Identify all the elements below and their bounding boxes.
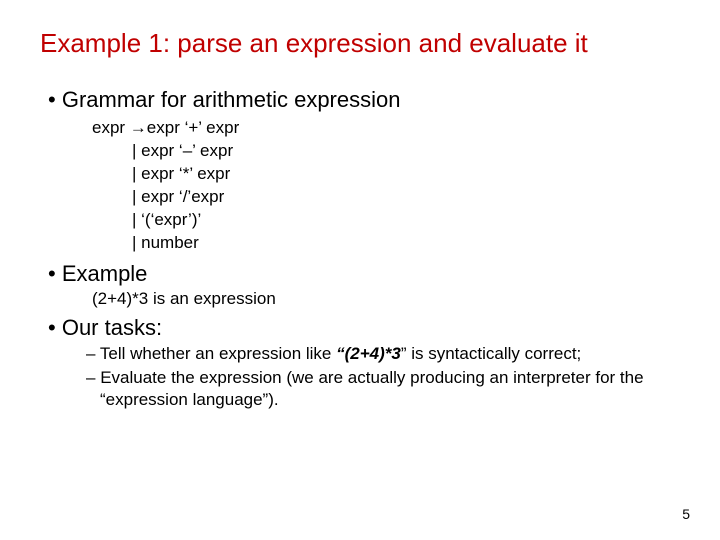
grammar-line-6: | number <box>132 232 680 255</box>
grammar-line-3: | expr ‘*’ expr <box>132 163 680 186</box>
grammar-line-4: | expr ‘/’expr <box>132 186 680 209</box>
task-1: Tell whether an expression like “(2+4)*3… <box>86 343 680 365</box>
task1-bold: “(2+4)*3 <box>336 344 401 363</box>
task-2: Evaluate the expression (we are actually… <box>86 367 680 411</box>
grammar-line-5: | ‘(‘expr’)’ <box>132 209 680 232</box>
example-text: (2+4)*3 is an expression <box>92 289 680 309</box>
task1-pre: Tell whether an expression like <box>100 344 336 363</box>
bullet-grammar: Grammar for arithmetic expression <box>48 87 680 113</box>
slide-title: Example 1: parse an expression and evalu… <box>40 28 680 59</box>
grammar-block: expr →expr ‘+’ expr | expr ‘–’ expr | ex… <box>92 117 680 255</box>
task1-post: ” is syntactically correct; <box>401 344 581 363</box>
bullet-tasks: Our tasks: <box>48 315 680 341</box>
grammar-line-2: | expr ‘–’ expr <box>132 140 680 163</box>
grammar-line-1: expr →expr ‘+’ expr <box>92 117 680 140</box>
page-number: 5 <box>682 506 690 522</box>
bullet-example: Example <box>48 261 680 287</box>
